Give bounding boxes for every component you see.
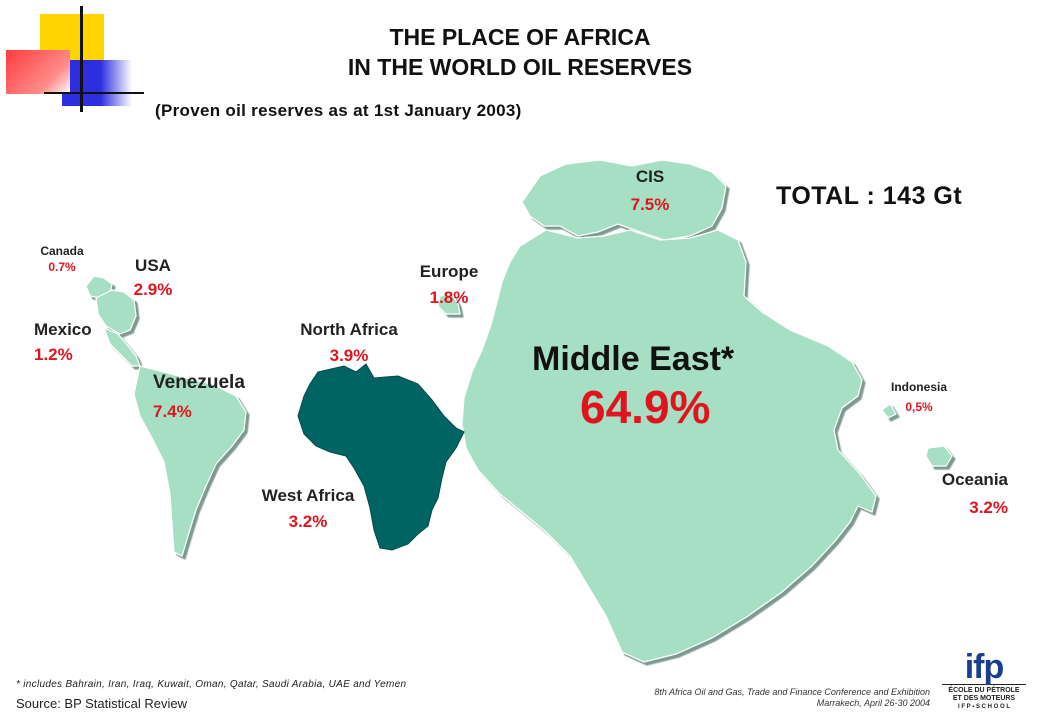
usa-shape: [95, 289, 137, 335]
logo-mark: ifp: [964, 648, 1005, 686]
region-europe-name: Europe: [419, 262, 479, 281]
region-north-africa: North Africa 3.9%: [284, 320, 414, 366]
region-north-africa-name: North Africa: [300, 320, 398, 339]
region-canada-name: Canada: [40, 244, 84, 258]
logo-line-3: I F P ▪ S C H O O L: [957, 704, 1011, 710]
logo-line-2: ET DES MOTEURS: [952, 695, 1016, 702]
region-venezuela: Venezuela 7.4%: [153, 372, 245, 422]
decoration-horizontal-line: [44, 92, 144, 94]
region-mexico-percent: 1.2%: [34, 345, 73, 364]
region-west-africa: West Africa 3.2%: [244, 486, 372, 532]
europe-shape: [437, 293, 461, 315]
title-line-2: IN THE WORLD OIL RESERVES: [347, 54, 693, 80]
conference-line-2: Marrakech, April 26-30 2004: [816, 698, 930, 708]
canada-shape: [85, 275, 113, 299]
region-mexico-name: Mexico: [34, 320, 92, 339]
conference-info: 8th Africa Oil and Gas, Trade and Financ…: [560, 687, 930, 709]
decoration-vertical-line: [80, 6, 83, 112]
region-mexico: Mexico 1.2%: [34, 320, 92, 365]
footnote: * includes Bahrain, Iran, Iraq, Kuwait, …: [16, 679, 407, 690]
region-oceania-name: Oceania: [941, 470, 1008, 489]
region-europe-percent: 1.8%: [429, 288, 469, 307]
title-line-1: THE PLACE OF AFRICA: [389, 24, 651, 50]
venezuela-shape: [133, 365, 247, 557]
region-indonesia-name: Indonesia: [890, 380, 947, 394]
ifp-school-logo: ifp ÉCOLE DU PÉTROLE ET DES MOTEURS I F …: [942, 650, 1026, 716]
source-note: Source: BP Statistical Review: [16, 696, 187, 711]
region-cis-percent: 7.5%: [630, 195, 670, 214]
total-reserves: TOTAL : 143 Gt: [776, 182, 963, 210]
region-usa-percent: 2.9%: [133, 280, 173, 299]
region-usa: USA 2.9%: [118, 256, 188, 300]
region-middle-east-name: Middle East*: [532, 340, 735, 378]
region-canada: Canada 0.7%: [34, 244, 90, 274]
logo-line-1: ÉCOLE DU PÉTROLE: [942, 684, 1026, 695]
region-europe: Europe 1.8%: [404, 262, 494, 308]
subtitle: (Proven oil reserves as at 1st January 2…: [155, 101, 522, 120]
region-oceania: Oceania 3.2%: [928, 470, 1008, 518]
region-cis: CIS 7.5%: [610, 167, 690, 215]
page-title: THE PLACE OF AFRICA IN THE WORLD OIL RES…: [200, 22, 840, 82]
region-indonesia: Indonesia 0,5%: [876, 380, 962, 414]
region-west-africa-name: West Africa: [261, 486, 355, 505]
indonesia-shape: [881, 403, 897, 419]
region-venezuela-percent: 7.4%: [153, 402, 192, 421]
conference-line-1: 8th Africa Oil and Gas, Trade and Financ…: [654, 687, 930, 697]
region-middle-east-percent: 64.9%: [580, 381, 711, 433]
africa-shape: [297, 363, 465, 551]
region-west-africa-percent: 3.2%: [288, 512, 328, 531]
middle-east-shape: [461, 229, 877, 663]
region-usa-name: USA: [135, 256, 171, 275]
oceania-shape: [925, 445, 953, 467]
region-north-africa-percent: 3.9%: [329, 346, 369, 365]
region-cis-name: CIS: [635, 167, 665, 186]
decoration-red-square: [6, 50, 70, 94]
cis-shape: [521, 159, 727, 241]
region-venezuela-name: Venezuela: [153, 372, 245, 393]
region-oceania-percent: 3.2%: [969, 498, 1008, 517]
region-canada-percent: 0.7%: [48, 260, 76, 274]
region-indonesia-percent: 0,5%: [905, 400, 933, 414]
decoration-blue-square: [62, 60, 132, 106]
